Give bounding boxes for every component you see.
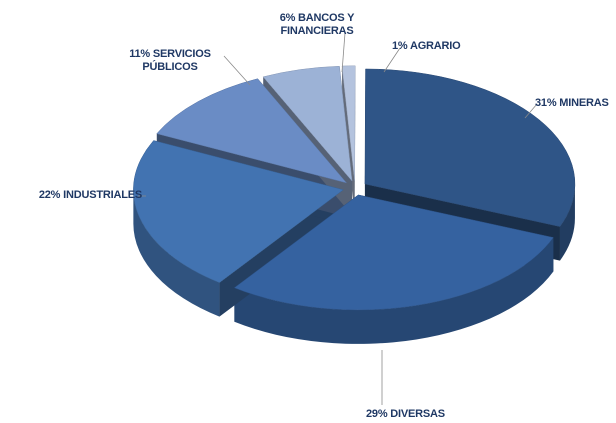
slice-label: 11% SERVICIOS PÚBLICOS bbox=[110, 48, 230, 74]
category-label: BANCOS Y FINANCIERAS bbox=[280, 12, 355, 37]
category-label: SERVICIOS PÚBLICOS bbox=[142, 48, 211, 73]
value-label: 31% bbox=[535, 97, 557, 109]
slice-side bbox=[559, 183, 575, 261]
slice bbox=[233, 194, 554, 311]
leader-line bbox=[383, 47, 401, 73]
category-label: DIVERSAS bbox=[390, 408, 445, 420]
slice bbox=[262, 65, 353, 182]
value-label: 6% bbox=[279, 12, 296, 24]
slice-label: 31% MINERAS bbox=[535, 97, 616, 110]
slice bbox=[133, 140, 344, 283]
leader-line bbox=[341, 32, 346, 73]
category-label: AGRARIO bbox=[409, 40, 461, 52]
slice-side bbox=[234, 237, 554, 344]
slice-label: 22% INDUSTRIALES bbox=[10, 189, 142, 202]
slice-label: 1% AGRARIO bbox=[392, 40, 502, 53]
value-label: 22% bbox=[38, 189, 61, 201]
category-label: INDUSTRIALES bbox=[63, 189, 142, 201]
leader-line bbox=[524, 103, 538, 119]
value-label: 29% bbox=[366, 408, 388, 420]
slice-side bbox=[133, 189, 220, 317]
leader-line bbox=[223, 55, 251, 86]
slice bbox=[156, 78, 348, 184]
value-label: 11% bbox=[129, 48, 151, 60]
slice bbox=[364, 68, 576, 227]
slice-label: 6% BANCOS Y FINANCIERAS bbox=[262, 12, 372, 38]
value-label: 1% bbox=[392, 40, 408, 52]
slice-label: 29% DIVERSAS bbox=[366, 408, 476, 421]
category-label: MINERAS bbox=[559, 97, 609, 109]
